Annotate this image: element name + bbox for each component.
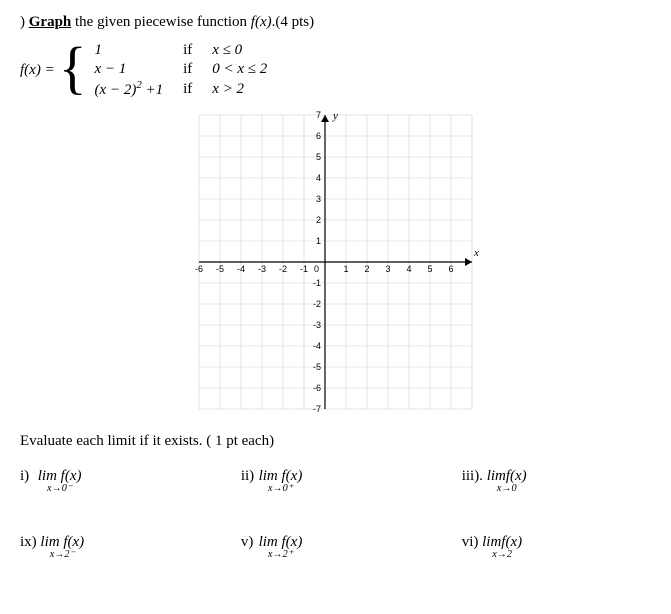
evaluate-heading: Evaluate each limit if it exists. ( 1 pt… [20, 433, 651, 450]
svg-text:3: 3 [385, 264, 390, 274]
svg-text:6: 6 [316, 131, 321, 141]
piece-cond: 0 < x ≤ 2 [206, 60, 273, 79]
fn-pieces: 1 if x ≤ 0 x − 1 if 0 < x ≤ 2 (x − 2)2 +… [89, 41, 274, 99]
brace-icon: { [59, 44, 87, 92]
svg-text:x: x [473, 247, 479, 259]
svg-text:4: 4 [406, 264, 411, 274]
svg-text:2: 2 [316, 215, 321, 225]
piece-row: 1 if x ≤ 0 [89, 41, 274, 60]
piece-expr: 1 [89, 41, 170, 60]
function-definition: f(x) = { 1 if x ≤ 0 x − 1 if 0 < x ≤ 2 (… [20, 41, 651, 99]
svg-text:-2: -2 [313, 299, 321, 309]
limit-item: ii) lim f(x) x→0⁺ [241, 468, 430, 494]
coordinate-grid: -6 -5 -4 -3 -2 -1 1 2 3 4 5 6 0 1 2 3 4 5 6 7 -1 -2 -3 -4 -5 -6 -7… [191, 107, 480, 417]
svg-text:-5: -5 [216, 264, 224, 274]
svg-text:-7: -7 [313, 404, 321, 414]
piece-expr: x − 1 [89, 60, 170, 79]
limit-item: i) lim f(x) x→0⁻ [20, 468, 209, 494]
svg-text:-3: -3 [313, 320, 321, 330]
svg-text:0: 0 [314, 264, 319, 274]
svg-text:-4: -4 [313, 341, 321, 351]
piece-cond: x ≤ 0 [206, 41, 273, 60]
svg-text:y: y [332, 110, 338, 122]
svg-text:1: 1 [343, 264, 348, 274]
svg-text:5: 5 [316, 152, 321, 162]
svg-text:5: 5 [427, 264, 432, 274]
svg-text:-4: -4 [237, 264, 245, 274]
limit-expr: lim f(x) x→0⁺ [259, 468, 303, 494]
limit-number: iii). [462, 468, 483, 485]
question-rest: the given piecewise function [71, 14, 251, 30]
svg-text:-6: -6 [313, 383, 321, 393]
piece-if: if [169, 60, 206, 79]
svg-text:7: 7 [316, 110, 321, 120]
question-fn: f(x) [251, 14, 272, 30]
question-prefix: ) [20, 14, 29, 30]
limit-number: ix) [20, 534, 37, 551]
svg-text:3: 3 [316, 194, 321, 204]
svg-text:1: 1 [316, 236, 321, 246]
question-bold: Graph [29, 14, 72, 30]
svg-text:-1: -1 [313, 278, 321, 288]
svg-text:-5: -5 [313, 362, 321, 372]
svg-text:2: 2 [364, 264, 369, 274]
svg-text:-6: -6 [195, 264, 203, 274]
limit-item: vi) limf(x) x→2 [462, 534, 651, 560]
svg-text:-3: -3 [258, 264, 266, 274]
limit-expr: lim f(x) x→0⁻ [38, 468, 82, 494]
limit-expr: lim f(x) x→2⁺ [259, 534, 303, 560]
limit-item: ix) lim f(x) x→2⁻ [20, 534, 209, 560]
limit-number: i) [20, 468, 34, 485]
piece-row: (x − 2)2 +1 if x > 2 [89, 79, 274, 100]
limit-number: ii) [241, 468, 255, 485]
limit-item: iii). limf(x) x→0 [462, 468, 651, 494]
fn-lhs: f(x) = [20, 62, 55, 79]
svg-text:-1: -1 [300, 264, 308, 274]
piece-cond: x > 2 [206, 79, 273, 100]
piece-if: if [169, 79, 206, 100]
limit-number: v) [241, 534, 255, 551]
question-prompt: ) Graph the given piecewise function f(x… [20, 14, 651, 31]
piece-row: x − 1 if 0 < x ≤ 2 [89, 60, 274, 79]
graph-area: -6 -5 -4 -3 -2 -1 1 2 3 4 5 6 0 1 2 3 4 5 6 7 -1 -2 -3 -4 -5 -6 -7… [20, 107, 651, 417]
svg-text:4: 4 [316, 173, 321, 183]
limit-expr: limf(x) x→2 [482, 534, 522, 560]
piece-if: if [169, 41, 206, 60]
question-points: .(4 pts) [272, 14, 315, 30]
svg-text:-2: -2 [279, 264, 287, 274]
limit-expr: limf(x) x→0 [487, 468, 527, 494]
piece-expr: (x − 2)2 +1 [89, 79, 170, 100]
limit-expr: lim f(x) x→2⁻ [40, 534, 84, 560]
svg-text:6: 6 [448, 264, 453, 274]
limit-item: v) lim f(x) x→2⁺ [241, 534, 430, 560]
limits-grid: i) lim f(x) x→0⁻ ix) lim f(x) x→2⁻ ii) l… [20, 468, 651, 600]
limit-number: vi) [462, 534, 479, 551]
